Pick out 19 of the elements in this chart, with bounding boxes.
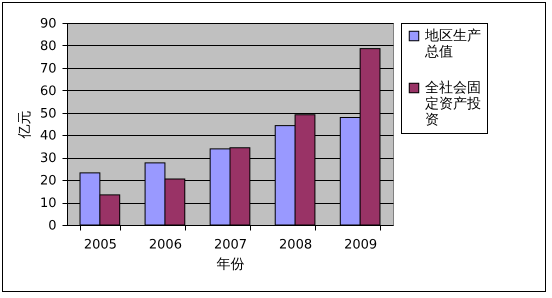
y-tick-label: 50	[40, 106, 56, 122]
x-tick-label: 2009	[344, 238, 378, 252]
y-tick-label: 0	[48, 218, 56, 234]
y-tick-label: 10	[40, 196, 56, 212]
x-axis-title: 年份	[216, 256, 244, 272]
y-tick-label: 30	[40, 151, 56, 166]
y-tick-label: 90	[40, 16, 56, 32]
x-tick-label: 2006	[148, 238, 182, 252]
y-tick-label: 80	[40, 38, 56, 54]
x-tick-label: 2005	[84, 238, 117, 252]
x-tick-label: 2007	[214, 238, 248, 252]
y-tick-label: 40	[40, 128, 56, 144]
legend-label: 地区生产总值	[424, 28, 481, 60]
y-axis-title: 亿元	[16, 110, 33, 140]
x-tick-label: 2008	[279, 238, 312, 252]
y-tick-label: 70	[40, 61, 56, 76]
legend-label: 全社会固定资产投资	[425, 80, 481, 128]
y-tick-label: 20	[40, 174, 56, 189]
y-tick-label: 60	[40, 84, 56, 99]
